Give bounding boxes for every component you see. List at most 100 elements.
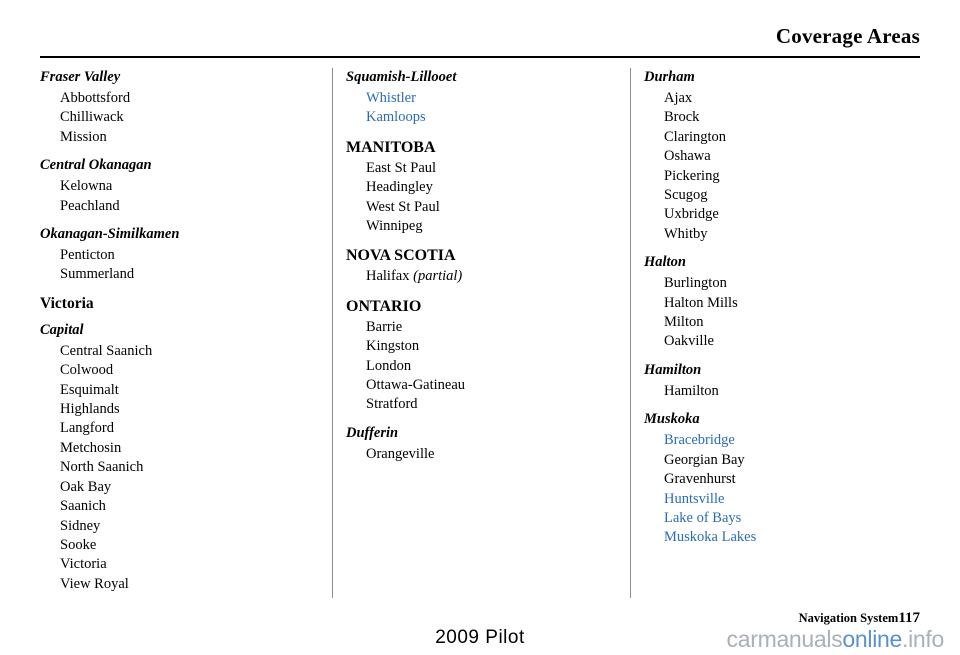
column-divider-1 bbox=[332, 68, 333, 598]
coverage-group: Dufferin Orangeville bbox=[346, 424, 616, 464]
list-item: Burlington bbox=[664, 274, 920, 293]
group-item-list: Abbottsford Chilliwack Mission bbox=[40, 89, 322, 147]
list-item-link[interactable]: Bracebridge bbox=[664, 431, 920, 450]
list-item: Langford bbox=[60, 419, 322, 438]
list-item: Metchosin bbox=[60, 439, 322, 458]
list-item-label: Winnipeg bbox=[366, 218, 423, 235]
list-item: Kelowna bbox=[60, 177, 322, 196]
list-item-label: Whitby bbox=[664, 225, 708, 242]
coverage-group: Squamish-Lillooet Whistler Kamloops bbox=[346, 68, 616, 128]
list-item: Oakville bbox=[664, 332, 920, 351]
list-item: Uxbridge bbox=[664, 205, 920, 224]
list-item-label: North Saanich bbox=[60, 459, 144, 476]
footer-nav-text: Navigation System bbox=[798, 611, 899, 625]
list-item-label: Sidney bbox=[60, 517, 101, 534]
column-2: Squamish-Lillooet Whistler Kamloops MANITOB… bbox=[334, 68, 628, 598]
list-item-label: Burlington bbox=[664, 275, 727, 292]
coverage-group: Okanagan-Similkamen Penticton Summerland bbox=[40, 225, 322, 285]
footer-page-number: 117 bbox=[898, 610, 920, 626]
list-item-label: Metchosin bbox=[60, 439, 122, 456]
list-item-label: Clarington bbox=[664, 128, 727, 145]
list-item-label: Stratford bbox=[366, 396, 418, 413]
list-item-link[interactable]: Muskoka Lakes bbox=[664, 528, 920, 547]
list-item: Sooke bbox=[60, 536, 322, 555]
list-item-label: Ottawa-Gatineau bbox=[366, 377, 466, 394]
list-item-label: West St Paul bbox=[366, 198, 440, 215]
list-item-label: Halifax bbox=[366, 268, 410, 285]
list-item: View Royal bbox=[60, 575, 322, 594]
list-item-label: Esquimalt bbox=[60, 381, 119, 398]
list-item: Pickering bbox=[664, 167, 920, 186]
list-item-link[interactable]: Lake of Bays bbox=[664, 509, 920, 528]
list-item: Esquimalt bbox=[60, 381, 322, 400]
coverage-group: Central Okanagan Kelowna Peachland bbox=[40, 156, 322, 216]
footer-navigation-label: Navigation System117 bbox=[799, 610, 920, 627]
list-item: Headingley bbox=[366, 178, 616, 197]
list-item: Scugog bbox=[664, 186, 920, 205]
group-heading: Dufferin bbox=[346, 424, 399, 441]
group-heading: Squamish-Lillooet bbox=[346, 69, 457, 85]
coverage-group: Halton Burlington Halton Mills Milton Oakvil… bbox=[644, 253, 920, 352]
list-item: Kingston bbox=[366, 337, 616, 356]
list-item-label: Huntsville bbox=[664, 490, 725, 507]
group-heading: Victoria bbox=[40, 294, 94, 312]
list-item-link[interactable]: Huntsville bbox=[664, 490, 920, 509]
coverage-group: MANITOBA East St Paul Headingley West St Pa… bbox=[346, 137, 616, 237]
watermark: carmanualsonline.info bbox=[727, 626, 945, 653]
group-item-list: Barrie Kingston London Ottawa-Gatineau Strat… bbox=[346, 318, 616, 415]
group-heading: Halton bbox=[644, 254, 686, 271]
coverage-group: NOVA SCOTIA Halifax (partial) bbox=[346, 245, 616, 286]
list-item-label: Ajax bbox=[664, 90, 693, 106]
list-item: Summerland bbox=[60, 265, 322, 284]
page-title: Coverage Areas bbox=[775, 24, 920, 48]
group-heading: Capital bbox=[40, 321, 84, 338]
list-item-label: Victoria bbox=[60, 556, 107, 573]
list-item-label: Chilliwack bbox=[60, 109, 124, 126]
group-item-list: Orangeville bbox=[346, 445, 616, 464]
list-item-label: Scugog bbox=[664, 187, 708, 204]
watermark-part-b: online bbox=[842, 626, 903, 652]
list-item-label: Halton Mills bbox=[664, 294, 738, 311]
list-item-label: Uxbridge bbox=[664, 206, 719, 223]
group-heading: Fraser Valley bbox=[40, 69, 121, 85]
list-item-label: Kingston bbox=[366, 338, 420, 355]
list-item: North Saanich bbox=[60, 458, 322, 477]
title-divider bbox=[40, 56, 920, 58]
list-item: Gravenhurst bbox=[664, 470, 920, 489]
group-heading: Durham bbox=[644, 69, 695, 85]
group-heading: Central Okanagan bbox=[40, 157, 152, 174]
list-item-label: Penticton bbox=[60, 247, 115, 264]
group-heading: MANITOBA bbox=[346, 138, 436, 156]
list-item: Winnipeg bbox=[366, 217, 616, 236]
group-item-list: Kelowna Peachland bbox=[40, 177, 322, 216]
list-item-suffix: (partial) bbox=[409, 268, 463, 285]
list-item-link[interactable]: Whistler bbox=[366, 89, 616, 108]
group-heading: Muskoka bbox=[644, 411, 700, 428]
group-heading: ONTARIO bbox=[346, 297, 422, 315]
list-item: Brock bbox=[664, 108, 920, 127]
list-item: Colwood bbox=[60, 361, 322, 380]
group-heading: NOVA SCOTIA bbox=[346, 247, 456, 265]
coverage-group: Durham Ajax Brock Clarington Oshawa Pickering… bbox=[644, 68, 920, 244]
coverage-group: ONTARIO Barrie Kingston London Ottawa-Gatine… bbox=[346, 296, 616, 415]
list-item-label: Bracebridge bbox=[664, 432, 735, 449]
list-item-label: Peachland bbox=[60, 197, 120, 214]
list-item: Georgian Bay bbox=[664, 451, 920, 470]
coverage-group: Fraser Valley Abbottsford Chilliwack Missio… bbox=[40, 68, 322, 147]
list-item-label: Muskoka Lakes bbox=[664, 529, 757, 546]
list-item-label: Colwood bbox=[60, 362, 114, 379]
list-item: Halifax (partial) bbox=[366, 267, 616, 286]
list-item-label: Oshawa bbox=[664, 148, 711, 165]
list-item: Barrie bbox=[366, 318, 616, 337]
list-item: Peachland bbox=[60, 197, 322, 216]
list-item-label: Pickering bbox=[664, 167, 720, 184]
column-divider-2 bbox=[630, 68, 631, 598]
group-item-list: Penticton Summerland bbox=[40, 246, 322, 285]
list-item: Central Saanich bbox=[60, 342, 322, 361]
list-item-label: Saanich bbox=[60, 498, 106, 515]
list-item-label: Hamilton bbox=[664, 382, 719, 399]
list-item-link[interactable]: Kamloops bbox=[366, 108, 616, 127]
list-item: Orangeville bbox=[366, 445, 616, 464]
watermark-part-c: .info bbox=[902, 626, 944, 652]
